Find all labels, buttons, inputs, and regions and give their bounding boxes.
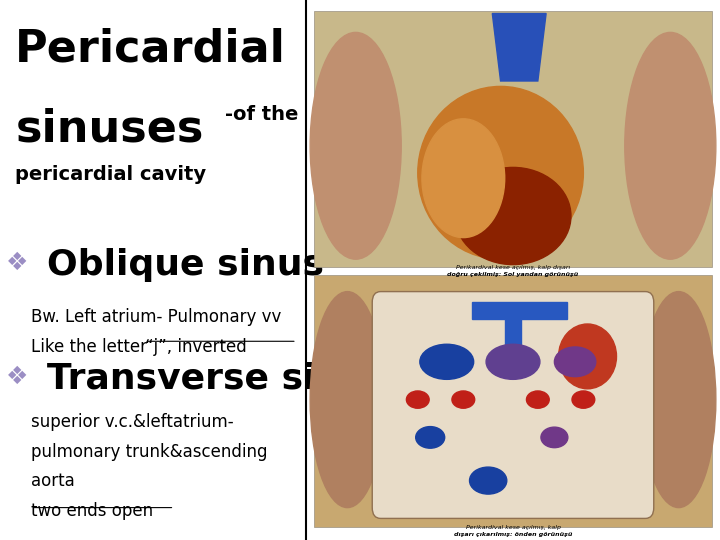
Ellipse shape <box>572 391 595 408</box>
Ellipse shape <box>422 119 505 238</box>
Ellipse shape <box>420 345 474 379</box>
Ellipse shape <box>452 391 474 408</box>
Text: ❖: ❖ <box>6 364 29 388</box>
Ellipse shape <box>526 391 549 408</box>
Text: -of the: -of the <box>225 105 298 124</box>
Text: sinuses: sinuses <box>15 108 204 151</box>
FancyBboxPatch shape <box>314 11 711 267</box>
Text: doğru çekilmiş: Sol yandan görünüşü: doğru çekilmiş: Sol yandan görünüşü <box>447 272 579 276</box>
Ellipse shape <box>541 427 568 448</box>
Text: “j”, inverted: “j”, inverted <box>145 338 247 355</box>
Text: pulmonary trunk&ascending: pulmonary trunk&ascending <box>30 443 267 461</box>
Ellipse shape <box>406 391 429 408</box>
FancyBboxPatch shape <box>372 292 654 518</box>
Ellipse shape <box>559 324 616 389</box>
FancyBboxPatch shape <box>314 275 711 526</box>
Ellipse shape <box>310 32 401 259</box>
Text: two ends open: two ends open <box>30 502 153 520</box>
Ellipse shape <box>625 32 716 259</box>
Text: Oblique sinus: Oblique sinus <box>48 248 325 282</box>
Text: Pericardial: Pericardial <box>15 27 286 70</box>
Polygon shape <box>472 302 567 346</box>
Text: aorta: aorta <box>30 472 74 490</box>
Ellipse shape <box>469 467 507 494</box>
Polygon shape <box>492 14 546 81</box>
Text: Like the letter: Like the letter <box>30 338 152 355</box>
Ellipse shape <box>486 345 540 379</box>
Ellipse shape <box>418 86 583 259</box>
Ellipse shape <box>310 292 384 508</box>
Text: Transverse sinus: Transverse sinus <box>48 362 389 396</box>
Ellipse shape <box>455 167 571 265</box>
Ellipse shape <box>642 292 716 508</box>
Ellipse shape <box>554 347 596 377</box>
Text: Perikardival kese açılmış, kalp: Perikardival kese açılmış, kalp <box>466 525 560 530</box>
Text: ❖: ❖ <box>6 251 29 275</box>
Text: Perikardival kese açılmış, kalp dışarı: Perikardival kese açılmış, kalp dışarı <box>456 265 570 269</box>
Text: dışarı çıkarılmış: önden görünüşü: dışarı çıkarılmış: önden görünüşü <box>454 532 572 537</box>
Text: Bw. Left atrium- Pulmonary vv: Bw. Left atrium- Pulmonary vv <box>30 308 281 326</box>
Ellipse shape <box>415 427 445 448</box>
Text: superior v.c.&leftatrium-: superior v.c.&leftatrium- <box>30 413 233 431</box>
Text: pericardial cavity: pericardial cavity <box>15 165 207 184</box>
